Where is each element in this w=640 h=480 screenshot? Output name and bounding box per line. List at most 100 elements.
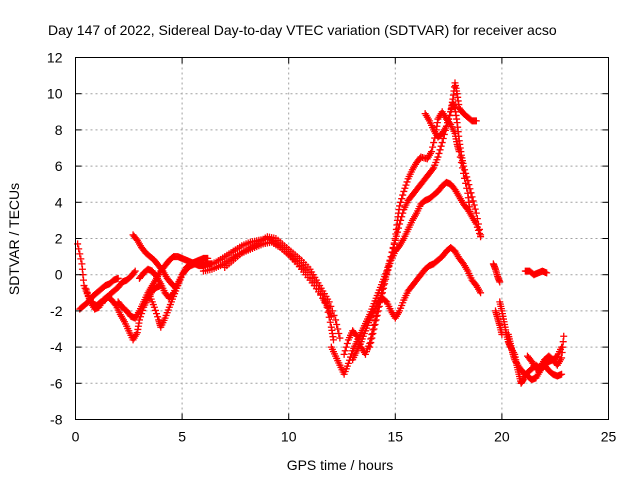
data-point	[468, 193, 476, 201]
y-tick-label: 2	[55, 231, 63, 247]
data-point	[367, 339, 375, 347]
axis-ticks: 0 5 10 15 20 25 -8 -6 -4 -2 0 2 4 6 8 10 12	[47, 50, 617, 445]
data-point	[445, 115, 453, 123]
data-point	[114, 274, 122, 282]
data-point	[85, 295, 93, 303]
data-point	[470, 201, 478, 209]
data-point	[326, 318, 334, 326]
data-point	[75, 245, 83, 253]
data-point	[460, 169, 468, 177]
data-point	[437, 142, 445, 150]
x-tick-label: 15	[388, 429, 404, 445]
x-tick-label: 25	[601, 429, 617, 445]
y-tick-label: -2	[50, 303, 63, 319]
data-point	[76, 250, 84, 258]
data-point	[84, 292, 92, 300]
data-point	[384, 266, 392, 274]
grid	[75, 57, 609, 420]
data-point	[323, 303, 331, 311]
data-point	[456, 153, 464, 161]
data-point	[335, 330, 343, 338]
data-point	[399, 191, 407, 199]
data-point	[436, 146, 444, 154]
x-tick-label: 10	[281, 429, 297, 445]
data-point	[153, 310, 161, 318]
data-point	[469, 197, 477, 205]
data-point	[476, 230, 484, 238]
data-point	[444, 119, 452, 127]
data-point	[150, 303, 158, 311]
data-point	[343, 339, 351, 347]
data-point	[325, 313, 333, 321]
data-point	[135, 316, 143, 324]
y-axis-label: SDTVAR / TECUs	[6, 183, 22, 295]
data-point	[131, 267, 139, 275]
data-point	[387, 253, 395, 261]
data-marks	[74, 79, 568, 387]
data-point	[154, 313, 162, 321]
data-point	[328, 307, 336, 315]
series-7	[146, 254, 212, 331]
data-point	[397, 198, 405, 206]
y-tick-label: 10	[47, 86, 63, 102]
data-point	[329, 336, 337, 344]
data-point	[434, 153, 442, 161]
data-point	[558, 370, 566, 378]
data-point	[438, 139, 446, 147]
data-point	[370, 325, 378, 333]
data-point	[368, 334, 376, 342]
series-18	[496, 298, 566, 387]
data-point	[377, 293, 385, 301]
data-point	[398, 195, 406, 203]
series-21	[521, 267, 551, 279]
data-point	[352, 331, 360, 339]
data-point	[543, 269, 551, 277]
data-point	[473, 223, 481, 231]
data-point	[371, 320, 379, 328]
y-tick-label: 12	[47, 50, 63, 66]
y-tick-label: -4	[50, 339, 63, 355]
data-point	[388, 248, 396, 256]
data-point	[429, 165, 437, 173]
y-tick-label: 4	[55, 194, 63, 210]
data-point	[396, 202, 404, 210]
data-point	[463, 184, 471, 192]
data-point	[204, 254, 212, 262]
data-point	[474, 226, 482, 234]
data-point	[333, 320, 341, 328]
series-9	[204, 235, 337, 344]
chart-title: Day 147 of 2022, Sidereal Day-to-day VTE…	[48, 22, 557, 38]
data-point	[385, 262, 393, 270]
data-point	[342, 343, 350, 351]
data-point	[374, 307, 382, 315]
data-point	[332, 316, 340, 324]
series-10	[221, 233, 344, 342]
data-point	[429, 143, 437, 151]
data-point	[466, 207, 474, 215]
data-point	[472, 209, 480, 217]
data-point	[372, 316, 380, 324]
data-point	[325, 298, 333, 306]
y-tick-label: -8	[50, 412, 63, 428]
data-point	[435, 149, 443, 157]
data-point	[457, 158, 465, 166]
data-point	[560, 332, 568, 340]
data-point	[130, 268, 138, 276]
data-point	[462, 179, 470, 187]
data-point	[496, 278, 504, 286]
y-tick-label: 6	[55, 158, 63, 174]
series-20	[523, 332, 568, 373]
data-point	[151, 306, 159, 314]
data-point	[381, 280, 389, 288]
x-axis-label: GPS time / hours	[287, 457, 394, 473]
data-point	[455, 148, 463, 156]
data-point	[327, 302, 335, 310]
data-point	[83, 288, 91, 296]
data-point	[369, 330, 377, 338]
data-point	[386, 257, 394, 265]
data-point	[465, 181, 473, 189]
x-tick-label: 0	[72, 429, 80, 445]
series-16	[489, 260, 504, 286]
data-point	[390, 239, 398, 247]
data-point	[379, 289, 387, 297]
